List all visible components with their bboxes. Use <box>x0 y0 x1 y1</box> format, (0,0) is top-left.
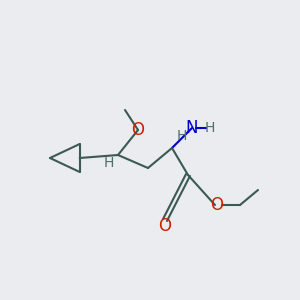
Text: H: H <box>104 156 114 170</box>
Text: O: O <box>158 217 172 235</box>
Text: O: O <box>131 121 145 139</box>
Text: H: H <box>205 121 215 135</box>
Text: N: N <box>186 119 198 137</box>
Text: O: O <box>211 196 224 214</box>
Text: H: H <box>177 129 187 143</box>
